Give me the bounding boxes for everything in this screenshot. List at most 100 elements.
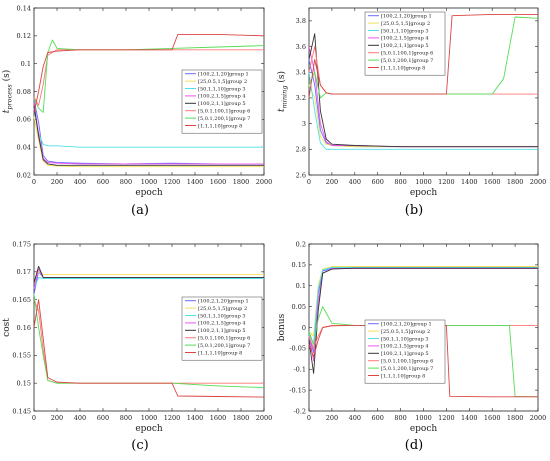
- x-tick-label: 600: [371, 414, 383, 422]
- x-tick-label: 800: [120, 414, 132, 422]
- series-line-2: [33, 116, 264, 168]
- x-tick-label: 600: [371, 178, 383, 186]
- y-tick-label: -0.05: [289, 345, 306, 353]
- x-tick-label: 0: [32, 414, 36, 422]
- legend-label-3: [50,1,1,10]group 3: [381, 336, 429, 342]
- x-tick-label: 200: [326, 414, 338, 422]
- legend-label-6: [5,0.1,100,1]group 6: [381, 51, 433, 57]
- x-tick-label: 1400: [187, 414, 204, 422]
- x-tick-label: 400: [74, 414, 86, 422]
- legend-label-6: [5,0.1,100,1]group 6: [381, 359, 433, 365]
- x-tick-label: 0: [307, 178, 311, 186]
- series-line-8: [308, 324, 538, 398]
- x-tick-label: 800: [394, 178, 406, 186]
- y-tick-label: 3.4: [296, 69, 306, 77]
- x-tick-label: 0: [307, 414, 311, 422]
- x-tick-label: 1800: [507, 414, 524, 422]
- series-line-3: [308, 266, 538, 345]
- legend-box: [181, 69, 263, 134]
- y-tick-label: 0.175: [12, 240, 31, 248]
- x-tick-label: 2000: [256, 414, 273, 422]
- y-tick-label: 0.1: [296, 282, 306, 290]
- legend-label-2: [25,0.5,1,5]group 2: [198, 79, 247, 85]
- x-tick-label: 1200: [438, 178, 455, 186]
- y-tick-label: 0.15: [292, 261, 306, 269]
- x-tick-label: 1800: [233, 178, 250, 186]
- x-tick-label: 2000: [530, 178, 547, 186]
- panel-label-b: (b): [404, 203, 424, 218]
- x-tick-label: 1600: [210, 178, 227, 186]
- x-tick-label: 800: [394, 414, 406, 422]
- legend-label-6: [5,0.1,100,1]group 6: [198, 336, 250, 342]
- legend-label-3: [50,1,1,10]group 3: [198, 313, 246, 319]
- y-tick-label: 0.155: [12, 352, 31, 360]
- legend-label-1: [100,2,1,20]group 1: [198, 72, 249, 78]
- x-tick-label: 1400: [461, 178, 478, 186]
- legend-label-5: [100,2,1,1]group 5: [381, 351, 429, 357]
- series-line-8: [308, 13, 538, 98]
- legend-label-2: [25,0.5,1,5]group 2: [198, 306, 247, 312]
- y-tick-label: 0.02: [17, 171, 31, 179]
- y-tick-label: 0.04: [17, 143, 31, 151]
- legend-box: [181, 296, 263, 361]
- legend-label-8: [1,1,1,10]group 8: [381, 373, 425, 379]
- y-tick-label: 3.8: [296, 17, 306, 25]
- y-tick-label: 0: [302, 324, 306, 332]
- legend-label-7: [5,0.1,200,1]group 7: [198, 116, 250, 122]
- y-tick-label: 0.16: [17, 324, 31, 332]
- legend-label-5: [100,2,1,1]group 5: [381, 43, 429, 49]
- chart-panel-a: 0 200 400 600 800 1000 1200 1400 1600 1800 2000 0.0…: [1, 4, 272, 198]
- legend-label-7: [5,0.1,200,1]group 7: [381, 58, 433, 64]
- legend-label-7: [5,0.1,200,1]group 7: [381, 366, 433, 372]
- y-axis-label: cost: [2, 318, 12, 337]
- y-tick-label: 0.06: [17, 116, 31, 124]
- legend-label-8: [1,1,1,10]group 8: [198, 123, 242, 129]
- x-tick-label: 1400: [461, 414, 478, 422]
- x-tick-label: 1200: [438, 414, 455, 422]
- x-tick-label: 200: [51, 178, 63, 186]
- y-tick-label: 0.145: [12, 407, 31, 415]
- legend-label-5: [100,2,1,1]group 5: [198, 328, 246, 334]
- legend-box: [364, 319, 446, 384]
- legend-label-4: [100,2,1,5]group 4: [198, 321, 246, 327]
- x-tick-label: 200: [51, 414, 63, 422]
- legend-label-8: [1,1,1,10]group 8: [198, 350, 242, 356]
- series-line-5: [33, 265, 264, 284]
- y-tick-label: 0.1: [21, 60, 31, 68]
- chart-panel-d: 0 200 400 600 800 1000 1200 1400 1600 1800 2000 -0.…: [277, 240, 546, 434]
- y-tick-label: -0.1: [293, 366, 306, 374]
- x-axis-label: epoch: [135, 188, 163, 198]
- x-tick-label: 1800: [233, 414, 250, 422]
- x-tick-label: 1000: [141, 414, 158, 422]
- x-tick-label: 2000: [256, 178, 273, 186]
- y-tick-label: 0.15: [17, 379, 31, 387]
- x-tick-label: 600: [97, 414, 109, 422]
- series-line-3: [33, 108, 264, 148]
- y-tick-label: 0.08: [17, 88, 31, 96]
- y-tick-label: 0.2: [296, 240, 306, 248]
- legend-label-2: [25,0.5,1,5]group 2: [381, 329, 430, 335]
- legend-label-5: [100,2,1,1]group 5: [198, 101, 246, 107]
- series-line-3: [33, 276, 264, 289]
- x-tick-label: 1000: [415, 178, 432, 186]
- x-tick-label: 1600: [484, 414, 501, 422]
- series-line-7: [33, 39, 265, 113]
- y-axis-label: tmining (s): [276, 71, 289, 112]
- panel-label-d: (d): [404, 438, 424, 453]
- legend-label-3: [50,1,1,10]group 3: [381, 28, 429, 34]
- series-line-2: [308, 266, 538, 337]
- x-tick-label: 400: [349, 414, 361, 422]
- series-line-3: [308, 72, 538, 150]
- x-axis-label: epoch: [410, 188, 438, 198]
- legend-box: [364, 11, 446, 76]
- legend-label-6: [5,0.1,100,1]group 6: [198, 109, 250, 115]
- x-tick-label: 400: [74, 178, 86, 186]
- y-axis-label: tprocess (s): [1, 70, 14, 113]
- x-tick-label: 1000: [141, 178, 158, 186]
- x-tick-label: 400: [349, 178, 361, 186]
- x-axis-label: epoch: [135, 424, 163, 434]
- x-tick-label: 800: [120, 178, 132, 186]
- y-tick-label: 0.12: [17, 32, 31, 40]
- y-tick-label: 0.05: [292, 303, 306, 311]
